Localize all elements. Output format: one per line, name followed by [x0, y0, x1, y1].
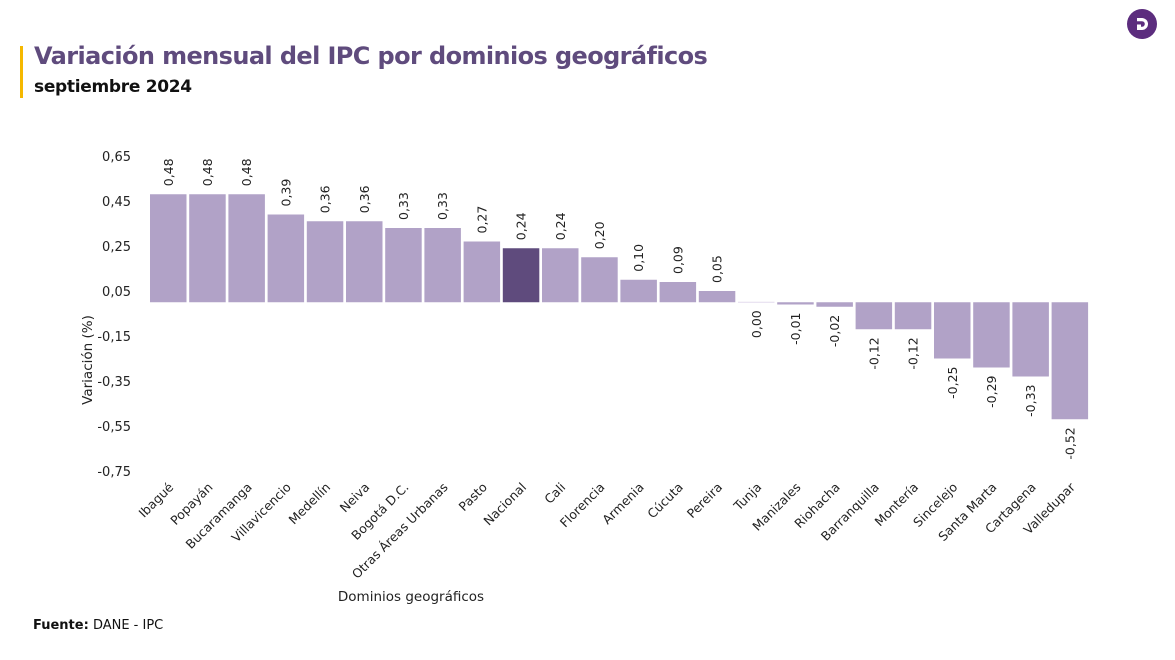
y-tick-label: 0,05 — [102, 285, 131, 300]
bar-neiva — [346, 221, 383, 303]
value-label: 0,33 — [396, 192, 411, 220]
value-label: -0,33 — [1023, 385, 1038, 417]
source-value: DANE - IPC — [92, 618, 164, 633]
value-label: -0,12 — [866, 337, 881, 369]
value-label: 0,39 — [278, 179, 293, 207]
y-tick-label: 0,65 — [102, 150, 131, 165]
value-label: 0,36 — [357, 185, 372, 213]
x-tick-label: Pereira — [684, 480, 725, 521]
value-label: 0,00 — [749, 310, 764, 338]
bar-tunja — [738, 301, 775, 303]
y-axis-ticks: 0,65 0,45 0,25 0,05 -0,15 -0,35 -0,55 -0,75 — [97, 150, 131, 480]
x-tick-label: Cali — [541, 480, 568, 507]
value-label: -0,52 — [1062, 427, 1077, 459]
bar-montería — [894, 302, 932, 330]
value-label: 0,05 — [710, 255, 725, 283]
bar-popayán — [189, 194, 226, 303]
value-label: 0,48 — [161, 158, 176, 186]
bar-cartagena — [1012, 302, 1049, 377]
x-tick-label: Pasto — [456, 480, 490, 514]
bar-cali — [542, 248, 579, 303]
bar-pereira — [698, 291, 736, 303]
bar-riohacha — [816, 302, 853, 307]
chart-subtitle: septiembre 2024 — [34, 77, 192, 97]
bar-armenia — [620, 279, 657, 303]
bar-pasto — [463, 241, 501, 303]
bar-manizales — [777, 302, 814, 305]
source-note: Fuente: DANE - IPC — [33, 618, 163, 633]
value-label: 0,10 — [631, 244, 646, 272]
bar-ibagué — [150, 194, 187, 303]
y-tick-label: -0,55 — [97, 420, 131, 435]
y-tick-label: -0,75 — [97, 465, 131, 480]
x-tick-label: Armenia — [599, 480, 647, 528]
source-label: Fuente: — [33, 618, 89, 633]
value-label: -0,01 — [788, 313, 803, 345]
value-label: 0,09 — [670, 246, 685, 274]
dane-logo-icon — [1127, 9, 1157, 39]
value-labels: 0,48 0,48 0,48 0,39 0,36 0,36 0,33 0,33 0,27 0,24… — [161, 158, 1078, 459]
value-label: 0,27 — [474, 206, 489, 234]
bar-cúcuta — [659, 282, 697, 303]
x-tick-label: Neiva — [337, 480, 373, 516]
value-label: 0,33 — [435, 192, 450, 220]
x-axis-title: Dominios geográficos — [338, 589, 484, 605]
x-tick-label: Medellín — [285, 480, 333, 528]
bar-bogotá-d-c- — [385, 228, 422, 303]
y-tick-label: -0,35 — [97, 375, 131, 390]
x-tick-label: Cúcuta — [644, 480, 686, 522]
value-label: 0,48 — [239, 158, 254, 186]
bar-medellín — [306, 221, 344, 303]
value-label: -0,12 — [906, 337, 921, 369]
value-label: 0,48 — [200, 158, 215, 186]
bar-valledupar — [1051, 302, 1089, 420]
bar-nacional — [502, 248, 540, 303]
y-tick-label: 0,25 — [102, 240, 131, 255]
bars — [150, 194, 1089, 420]
bar-florencia — [581, 257, 618, 303]
chart-title: Variación mensual del IPC por dominios g… — [34, 42, 708, 70]
y-axis-title: Variación (%) — [80, 315, 96, 405]
value-label: 0,36 — [318, 185, 333, 213]
bar-barranquilla — [855, 302, 893, 330]
y-tick-label: 0,45 — [102, 195, 131, 210]
x-tick-label: Tunja — [730, 480, 764, 514]
bar-otras-áreas-urbanas — [424, 228, 461, 303]
value-label: -0,02 — [827, 315, 842, 347]
bar-bucaramanga — [228, 194, 265, 303]
value-label: 0,24 — [553, 212, 568, 240]
title-accent-bar — [20, 46, 23, 98]
bar-santa-marta — [973, 302, 1010, 368]
y-tick-label: -0,15 — [97, 330, 131, 345]
x-axis-labels: IbaguéPopayánBucaramangaVillavicencioMed… — [135, 479, 1078, 582]
value-label: -0,29 — [984, 375, 999, 407]
bar-villavicencio — [267, 214, 305, 303]
bar-sincelejo — [934, 302, 971, 359]
value-label: 0,24 — [514, 212, 529, 240]
value-label: 0,20 — [592, 221, 607, 249]
x-tick-label: Nacional — [480, 480, 529, 529]
value-label: -0,25 — [945, 367, 960, 399]
